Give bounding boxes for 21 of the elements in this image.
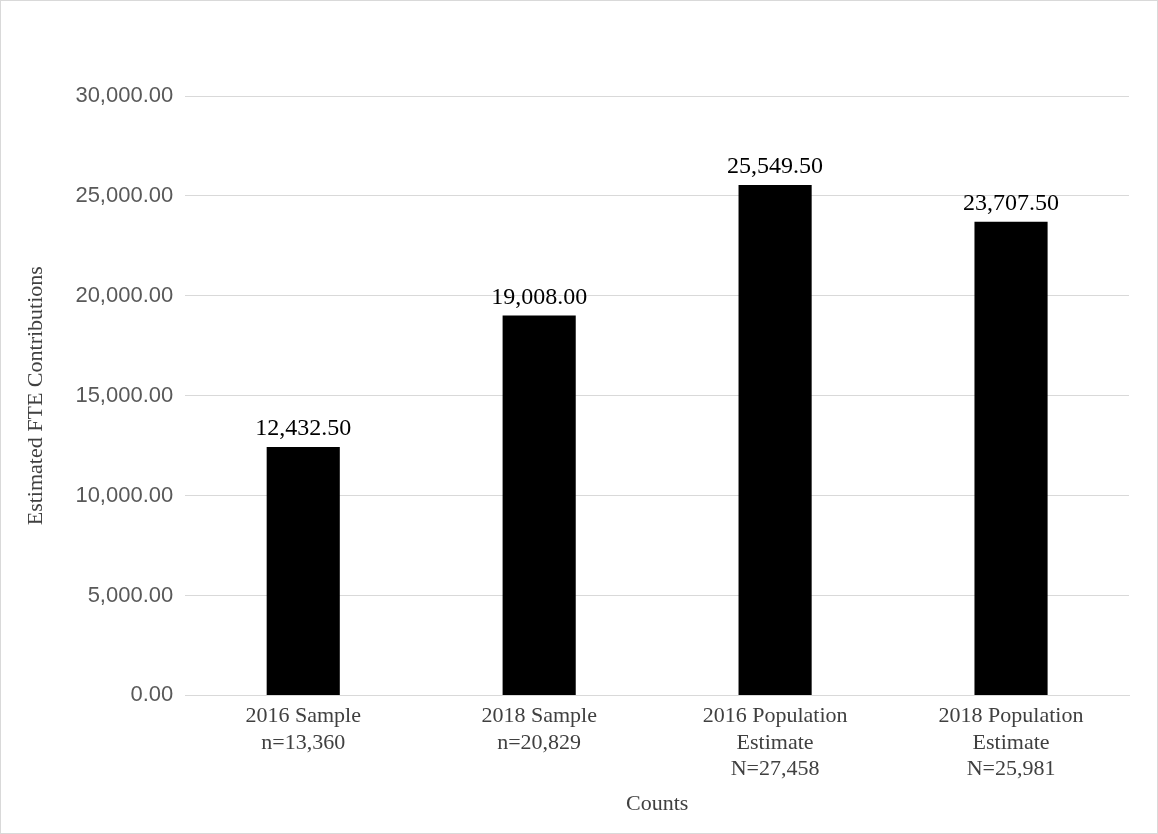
y-tick-label: 10,000.00 <box>75 481 174 507</box>
y-tick-label: 30,000.00 <box>75 82 174 108</box>
data-label: 25,549.50 <box>727 152 824 179</box>
x-axis-title: Counts <box>625 789 689 815</box>
data-label: 19,008.00 <box>491 282 588 309</box>
data-label: 12,432.50 <box>255 414 352 441</box>
bar <box>502 315 576 695</box>
y-tick-label: 5,000.00 <box>87 581 174 607</box>
y-tick-label: 15,000.00 <box>75 381 174 407</box>
data-label: 23,707.50 <box>963 189 1060 216</box>
y-tick-label: 0.00 <box>130 681 174 707</box>
x-tick-label: 2016 Sample n=13,360 <box>245 702 361 754</box>
y-tick-label: 25,000.00 <box>75 181 174 207</box>
bar <box>738 184 812 695</box>
x-tick-label: 2016 Population Estimate N=27,458 <box>702 702 848 781</box>
x-tick-label: 2018 Sample n=20,829 <box>481 702 597 754</box>
y-axis-title: Estimated FTE Contributions <box>21 266 47 526</box>
bar <box>974 221 1048 695</box>
y-tick-label: 20,000.00 <box>75 281 174 307</box>
x-tick-label: 2018 Population Estimate N=25,981 <box>938 702 1084 781</box>
bar <box>266 447 340 695</box>
